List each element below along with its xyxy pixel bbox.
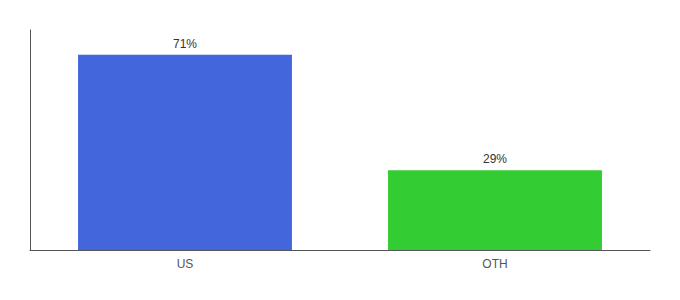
svg-text:OTH: OTH [482, 257, 507, 271]
svg-text:71%: 71% [173, 37, 197, 51]
svg-text:US: US [177, 257, 194, 271]
svg-text:29%: 29% [483, 152, 507, 166]
